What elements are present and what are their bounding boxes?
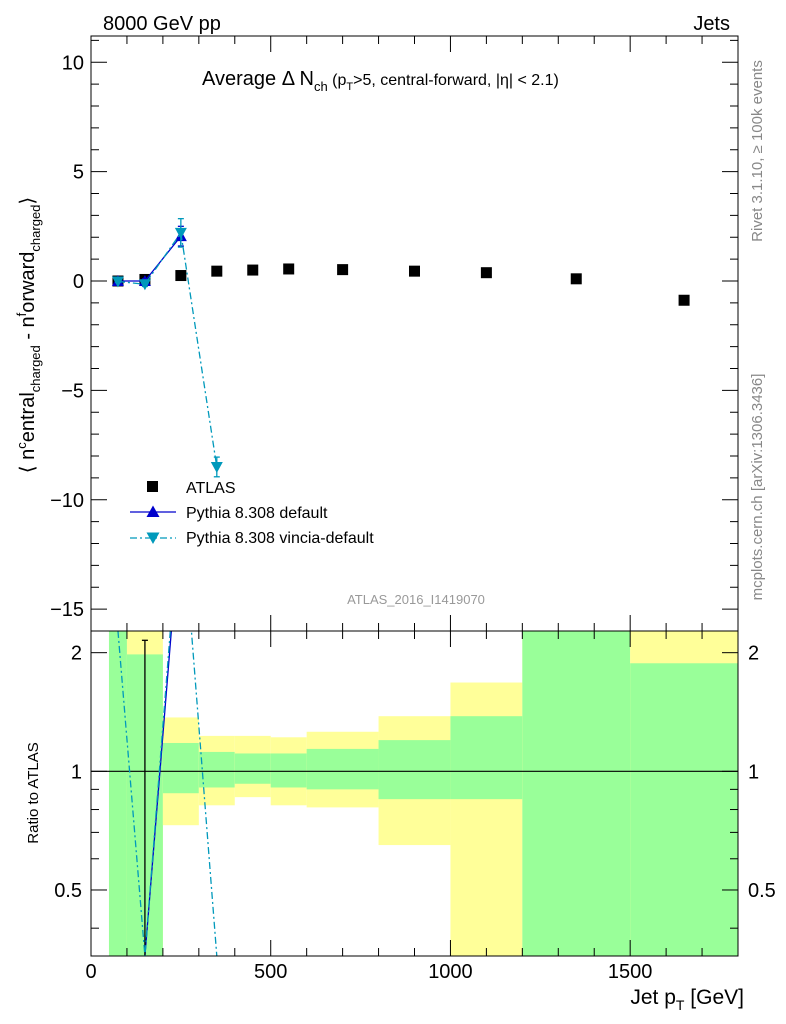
ratio-band-green [108, 631, 127, 956]
pythia-vincia-line [117, 231, 218, 468]
xtick-label: 500 [254, 961, 287, 983]
ratio-ytick-label-right: 1 [748, 761, 759, 783]
ratio-ytick-label-left: 0.5 [54, 880, 82, 902]
atlas-point [247, 264, 259, 276]
ratio-lines [117, 631, 218, 956]
ylabel-part7: orward [17, 252, 39, 313]
side-label-rivet: Rivet 3.1.10, ≥ 100k events [749, 60, 766, 242]
xtick-label: 1500 [608, 961, 653, 983]
ratio-band-green [630, 663, 738, 956]
analysis-watermark: ATLAS_2016_I1419070 [347, 592, 485, 607]
main-axis-ticks: 10 5 0 −5 −10 −15 [50, 36, 739, 632]
main-ytick-label: −15 [50, 599, 84, 621]
main-ytick-label: −10 [50, 490, 84, 512]
ylabel-part3: entral [17, 392, 39, 442]
ratio-data-layer [117, 631, 218, 956]
header-right: Jets [693, 13, 730, 35]
atlas-point [480, 267, 492, 279]
ylabel-part6: f [14, 312, 29, 316]
main-ylabel: ⟨ ncentralcharged - nforwardcharged⟩ [14, 197, 43, 473]
legend-marker-atlas [147, 481, 158, 492]
title-main: Average Δ N [202, 68, 314, 90]
atlas-point [409, 265, 420, 277]
legend-label-vincia: Pythia 8.308 vincia-default [186, 530, 374, 547]
xtick-label: 0 [85, 961, 96, 983]
title-cond-open: (p [328, 72, 347, 89]
ylabel-part2: c [14, 442, 29, 449]
legend-label-atlas: ATLAS [186, 480, 236, 497]
pythia-vincia-point [111, 276, 124, 288]
xlabel: Jet pT [GeV] [630, 986, 744, 1013]
ratio-band-green [270, 753, 307, 788]
side-label-mcplots: mcplots.cern.ch [arXiv:1306.3436] [749, 374, 766, 601]
ylabel-part8: charged [28, 205, 43, 252]
xlabel-sub: T [676, 997, 685, 1013]
title-cond-rest: >5, central-forward, |η| < 2.1) [353, 72, 559, 89]
ratio-uncertainty-bands [108, 631, 738, 956]
ratio-band-green [306, 748, 379, 790]
ratio-ytick-label-right: 0.5 [748, 880, 776, 902]
ratio-ytick-label-left: 1 [71, 761, 82, 783]
atlas-point [175, 270, 187, 282]
main-ytick-label: 5 [73, 162, 84, 184]
legend-marker-vincia [146, 532, 160, 544]
main-panel: 10 5 0 −5 −10 −15 [50, 35, 739, 632]
title-cond-sub: T [346, 81, 353, 93]
main-ytick-label: 0 [73, 271, 84, 293]
ratio-band-green [378, 740, 451, 800]
xtick-label: 1000 [428, 961, 473, 983]
ratio-ytick-label-right: 2 [748, 643, 759, 665]
ratio-axis-ticks: 0.5 0.5 1 1 2 2 0 500 1000 1500 [54, 631, 776, 983]
ratio-panel: 0.5 0.5 1 1 2 2 0 500 1000 1500 [54, 630, 776, 983]
main-data-layer [111, 218, 690, 478]
pythia-vincia-point [174, 227, 187, 239]
pythia-vincia-point [138, 279, 151, 291]
title-main-sub: ch [314, 79, 328, 94]
atlas-point [283, 263, 295, 275]
atlas-point [211, 265, 223, 277]
header-left: 8000 GeV pp [103, 13, 221, 35]
ratio-band-green [198, 751, 235, 788]
legend: ATLAS Pythia 8.308 default Pythia 8.308 … [130, 480, 374, 547]
ylabel-part1: ⟨ n [17, 449, 39, 473]
ratio-band-green [522, 631, 631, 956]
main-ytick-label: −5 [61, 380, 84, 402]
atlas-point [678, 294, 690, 306]
chart-title: Average Δ Nch (pT>5, central-forward, |η… [202, 68, 559, 94]
ylabel-part9: ⟩ [17, 197, 39, 205]
xlabel-main: Jet p [630, 986, 676, 1009]
pythia-vincia-point [210, 461, 223, 473]
atlas-point [570, 273, 582, 285]
atlas-point [337, 264, 349, 276]
legend-marker-default [146, 505, 160, 517]
main-ytick-label: 10 [62, 52, 84, 74]
ratio-ylabel: Ratio to ATLAS [25, 742, 42, 843]
ratio-band-green [162, 742, 199, 794]
ratio-band-green [450, 716, 523, 800]
ratio-band-green [234, 753, 271, 784]
ratio-ytick-label-left: 2 [71, 643, 82, 665]
legend-label-default: Pythia 8.308 default [186, 505, 328, 522]
ylabel-part4: charged [28, 345, 43, 392]
ratio-vincia-line [117, 631, 218, 956]
ylabel-part5: - n [17, 316, 39, 345]
xlabel-unit: [GeV] [684, 986, 744, 1009]
